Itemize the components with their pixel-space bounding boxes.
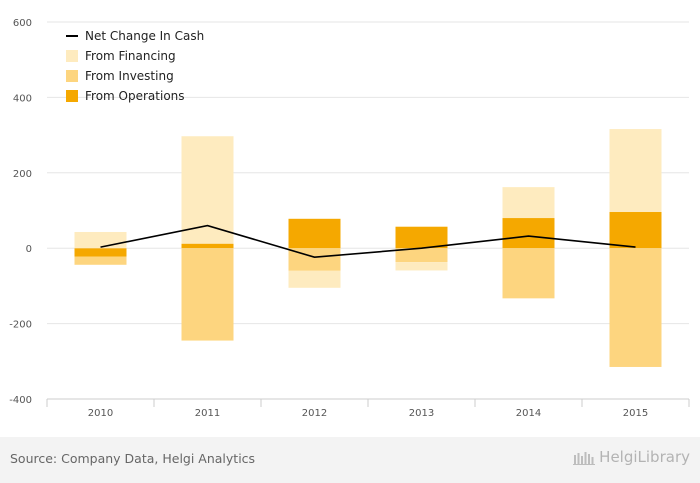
y-tick-label: 200 (13, 169, 32, 180)
net-change-line (100, 224, 636, 259)
bar-from-financing (74, 231, 127, 249)
bar-from-operations (74, 248, 127, 257)
legend-label: From Financing (85, 49, 176, 63)
y-tick-label: 600 (13, 18, 32, 29)
x-tick-label: 2012 (302, 408, 327, 419)
bar-from-investing (181, 248, 234, 341)
x-tick-label: 2010 (88, 408, 113, 419)
bar-from-investing (395, 248, 448, 263)
logo-text: HelgiLibrary (599, 448, 690, 466)
bar-from-investing (609, 248, 662, 367)
bar-from-financing (181, 136, 234, 244)
y-axis-ticks: 600 400 200 0 -200 -400 (9, 18, 32, 406)
legend-swatch (66, 70, 78, 82)
x-axis: 2010 2011 2012 2013 2014 2015 (46, 398, 690, 419)
bar-from-operations (288, 218, 341, 249)
bar-from-financing (609, 129, 662, 213)
footer: Source: Company Data, Helgi Analytics He… (0, 437, 700, 483)
bar-from-investing (74, 256, 127, 265)
bar-from-operations (181, 243, 234, 249)
legend-swatch (66, 50, 78, 62)
legend-label: Net Change In Cash (85, 29, 204, 43)
bar-from-financing (395, 262, 448, 271)
x-tick-label: 2011 (195, 408, 220, 419)
x-tick-label: 2014 (516, 408, 541, 419)
legend-label: From Investing (85, 69, 174, 83)
library-icon (573, 452, 596, 465)
grid-lines (47, 21, 689, 325)
bar-from-operations (395, 226, 448, 249)
y-tick-label: 400 (13, 93, 32, 104)
y-tick-label: -400 (9, 395, 32, 406)
source-text: Source: Company Data, Helgi Analytics (10, 451, 256, 466)
legend: Net Change In Cash From Financing From Inv… (66, 29, 204, 103)
y-tick-label: -200 (9, 320, 32, 331)
legend-label: From Operations (85, 89, 185, 103)
bar-from-investing (502, 248, 555, 299)
bar-from-operations (609, 212, 662, 249)
bar-from-financing (502, 187, 555, 219)
net-change-in-cash-line (100, 224, 636, 259)
bar-from-financing (288, 270, 341, 288)
x-tick-label: 2015 (623, 408, 648, 419)
helgi-library-logo: HelgiLibrary (573, 448, 690, 466)
x-tick-label: 2013 (409, 408, 434, 419)
legend-swatch (66, 90, 78, 102)
bar-from-operations (502, 218, 555, 249)
y-tick-label: 0 (26, 244, 32, 255)
